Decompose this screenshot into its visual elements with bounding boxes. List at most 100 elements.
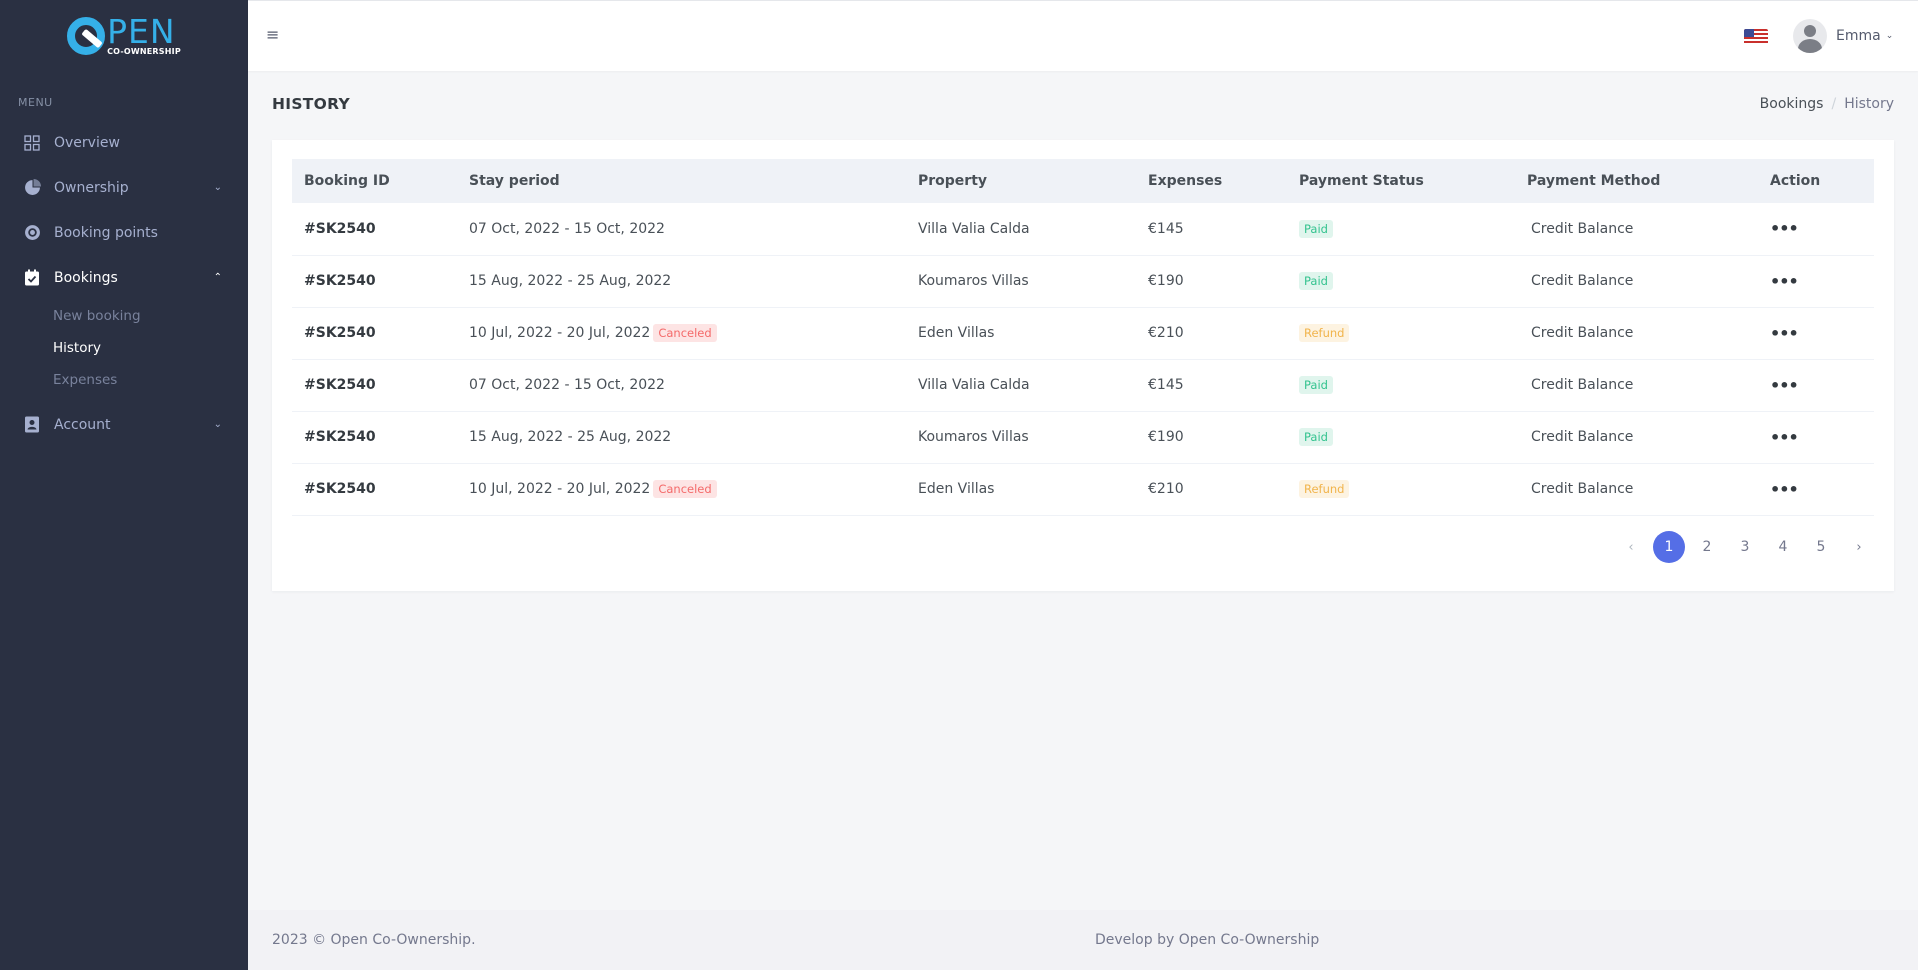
payment-method: Credit Balance	[1531, 273, 1634, 289]
sidebar-item-ownership[interactable]: Ownership ⌄	[0, 165, 248, 210]
sidebar-subitem-new-booking[interactable]: New booking	[53, 308, 141, 324]
payment-status-cell: Paid	[1287, 203, 1515, 255]
stay-period: 07 Oct, 2022 - 15 Oct, 2022	[469, 377, 665, 393]
booking-id[interactable]: #SK2540	[304, 429, 376, 445]
pagination-next[interactable]: ›	[1856, 539, 1862, 555]
table-row: #SK2540 15 Aug, 2022 - 25 Aug, 2022 Koum…	[292, 411, 1874, 463]
footer-copyright: 2023 © Open Co-Ownership.	[272, 932, 476, 948]
status-badge: Paid	[1299, 428, 1333, 446]
property: Villa Valia Calda	[918, 377, 1030, 393]
pagination-page-4[interactable]: 4	[1778, 539, 1788, 555]
status-badge: Paid	[1299, 272, 1333, 290]
footer-credit: Develop by Open Co-Ownership	[1095, 932, 1320, 948]
expenses: €145	[1148, 377, 1184, 393]
brand-logo[interactable]: PEN CO-OWNERSHIP	[0, 0, 248, 72]
expenses: €190	[1148, 429, 1184, 445]
more-actions-icon[interactable]: •••	[1770, 427, 1799, 447]
table-row: #SK2540 10 Jul, 2022 - 20 Jul, 2022 Cance…	[292, 307, 1874, 359]
payment-method: Credit Balance	[1531, 429, 1634, 445]
column-header: Payment Status	[1299, 173, 1424, 189]
contact-book-icon	[22, 415, 42, 435]
hamburger-menu-icon[interactable]: ≡	[266, 25, 280, 44]
stay-period: 10 Jul, 2022 - 20 Jul, 2022	[469, 481, 651, 497]
more-actions-icon[interactable]: •••	[1770, 219, 1799, 239]
action-cell: •••	[1758, 411, 1874, 463]
pagination-prev[interactable]: ‹	[1628, 539, 1634, 555]
footer: 2023 © Open Co-Ownership. Develop by Ope…	[248, 910, 1918, 970]
sidebar-subitem-history[interactable]: History	[53, 340, 102, 356]
sidebar-item-account[interactable]: Account ⌄	[0, 402, 248, 447]
logo-text: PEN CO-OWNERSHIP	[107, 12, 181, 56]
table-row: #SK2540 07 Oct, 2022 - 15 Oct, 2022 Vill…	[292, 359, 1874, 411]
pagination-page-2[interactable]: 2	[1702, 539, 1712, 555]
user-menu[interactable]: Emma ⌄	[1793, 19, 1893, 53]
table-header-row: Booking ID Stay period Property Expenses…	[292, 159, 1874, 203]
property: Koumaros Villas	[918, 429, 1029, 445]
sidebar-item-bookings[interactable]: Bookings ⌃	[0, 255, 248, 300]
page-title: HISTORY	[272, 95, 351, 113]
column-header: Property	[918, 173, 988, 189]
expenses: €145	[1148, 220, 1184, 237]
table-row: #SK2540 15 Aug, 2022 - 25 Aug, 2022 Koum…	[292, 255, 1874, 307]
history-table: Booking ID Stay period Property Expenses…	[292, 159, 1874, 516]
logo-mark: PEN CO-OWNERSHIP	[67, 12, 181, 56]
sidebar-subitem-expenses[interactable]: Expenses	[53, 372, 118, 388]
stay-period-cell: 07 Oct, 2022 - 15 Oct, 2022	[457, 203, 906, 255]
action-cell: •••	[1758, 203, 1874, 255]
breadcrumb: Bookings / History	[1760, 96, 1894, 112]
column-header: Stay period	[469, 173, 560, 189]
more-actions-icon[interactable]: •••	[1770, 479, 1799, 499]
pagination-page-5[interactable]: 5	[1816, 539, 1826, 555]
pagination-page-1[interactable]: 1	[1653, 531, 1685, 563]
property: Koumaros Villas	[918, 273, 1029, 289]
stay-period: 07 Oct, 2022 - 15 Oct, 2022	[469, 220, 665, 237]
status-badge: Refund	[1299, 480, 1350, 498]
action-cell: •••	[1758, 307, 1874, 359]
booking-id[interactable]: #SK2540	[304, 325, 376, 341]
logo-main-text: PEN	[107, 12, 176, 51]
sidebar-item-label: Ownership	[54, 179, 129, 196]
column-header: Expenses	[1148, 173, 1223, 189]
sidebar-item-label: Account	[54, 416, 111, 433]
stay-period-cell: 10 Jul, 2022 - 20 Jul, 2022 Canceled	[457, 307, 906, 359]
status-badge: Paid	[1299, 219, 1333, 238]
expenses: €210	[1148, 325, 1184, 341]
booking-id[interactable]: #SK2540	[304, 273, 376, 289]
chevron-up-icon: ⌃	[213, 272, 222, 283]
more-actions-icon[interactable]: •••	[1770, 271, 1799, 291]
stay-period-cell: 07 Oct, 2022 - 15 Oct, 2022	[457, 359, 906, 411]
stay-period-cell: 15 Aug, 2022 - 25 Aug, 2022	[457, 255, 906, 307]
stay-period-cell: 15 Aug, 2022 - 25 Aug, 2022	[457, 411, 906, 463]
stay-period: 15 Aug, 2022 - 25 Aug, 2022	[469, 429, 672, 445]
payment-status-cell: Paid	[1287, 255, 1515, 307]
sidebar: PEN CO-OWNERSHIP Menu Overview Ownership…	[0, 0, 248, 970]
payment-status-cell: Refund	[1287, 463, 1515, 515]
booking-id[interactable]: #SK2540	[304, 377, 376, 393]
sidebar-item-booking-points[interactable]: Booking points	[0, 210, 248, 255]
column-header: Action	[1770, 173, 1821, 189]
sidebar-item-label: Overview	[54, 134, 120, 151]
stay-period-cell: 10 Jul, 2022 - 20 Jul, 2022 Canceled	[457, 463, 906, 515]
avatar	[1793, 19, 1827, 53]
expenses: €210	[1148, 481, 1184, 497]
payment-method: Credit Balance	[1531, 377, 1634, 393]
property: Eden Villas	[918, 481, 995, 497]
breadcrumb-current: History	[1844, 96, 1894, 112]
booking-id[interactable]: #SK2540	[304, 481, 376, 497]
us-flag-icon[interactable]	[1744, 29, 1768, 45]
grid-icon	[22, 133, 42, 153]
coins-icon	[22, 223, 42, 243]
booking-id[interactable]: #SK2540	[304, 220, 376, 237]
table-row: #SK2540 10 Jul, 2022 - 20 Jul, 2022 Cance…	[292, 463, 1874, 515]
calendar-check-icon	[22, 268, 42, 288]
more-actions-icon[interactable]: •••	[1770, 323, 1799, 343]
sidebar-item-overview[interactable]: Overview	[0, 120, 248, 165]
more-actions-icon[interactable]: •••	[1770, 375, 1799, 395]
pagination-page-3[interactable]: 3	[1740, 539, 1750, 555]
stay-period: 15 Aug, 2022 - 25 Aug, 2022	[469, 273, 672, 289]
logo-sub-text: CO-OWNERSHIP	[107, 47, 181, 56]
property: Eden Villas	[918, 325, 995, 341]
action-cell: •••	[1758, 463, 1874, 515]
payment-status-cell: Paid	[1287, 359, 1515, 411]
breadcrumb-link-bookings[interactable]: Bookings	[1759, 96, 1824, 112]
